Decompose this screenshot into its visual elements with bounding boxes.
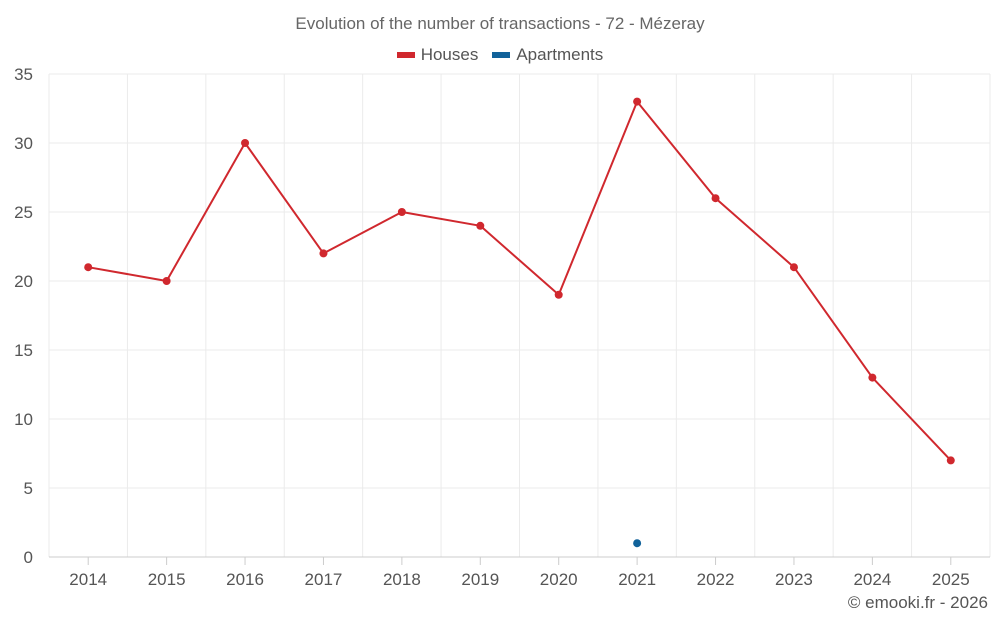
legend-label-apartments: Apartments [516,45,604,64]
x-tick-label: 2024 [853,570,891,589]
x-tick-label: 2020 [540,570,578,589]
data-point-houses[interactable] [241,139,250,147]
y-tick-label: 5 [24,479,33,498]
y-tick-label: 0 [24,548,33,567]
data-point-houses[interactable] [868,373,877,382]
legend-swatch-apartments [492,52,511,58]
data-point-houses[interactable] [319,249,328,258]
x-tick-label: 2023 [775,570,813,589]
chart-title: Evolution of the number of transactions … [295,14,705,33]
y-tick-label: 25 [14,203,33,222]
series-line-houses [88,100,952,462]
data-point-houses[interactable] [789,263,798,272]
x-tick-label: 2017 [305,570,343,589]
data-point-houses[interactable] [554,290,563,299]
data-point-houses[interactable] [476,221,485,230]
x-tick-label: 2019 [461,570,499,589]
data-point-houses[interactable] [946,456,955,465]
x-tick-label: 2018 [383,570,421,589]
x-tick-label: 2022 [697,570,735,589]
y-tick-label: 10 [14,410,33,429]
y-tick-label: 35 [14,65,33,84]
chart-legend: Houses Apartments [0,45,1000,65]
data-point-houses[interactable] [162,277,171,285]
y-tick-label: 20 [14,272,33,291]
data-point-apartments[interactable] [633,539,642,548]
data-point-houses[interactable] [84,263,93,272]
x-tick-label: 2021 [618,570,656,589]
legend-swatch-houses [396,52,415,58]
x-tick-label: 2016 [226,570,264,589]
legend-label-houses: Houses [420,45,479,64]
x-tick-label: 2025 [932,570,970,589]
data-point-houses[interactable] [397,208,406,216]
x-tick-label: 2014 [69,570,107,589]
data-point-houses[interactable] [633,97,642,106]
data-point-houses[interactable] [711,194,720,203]
y-tick-label: 30 [14,134,33,153]
legend-item-houses[interactable]: Houses [396,45,479,65]
credit-text: © emooki.fr - 2026 [847,593,988,612]
y-tick-label: 15 [14,341,33,360]
x-tick-label: 2015 [148,570,186,589]
legend-item-apartments[interactable]: Apartments [492,45,603,65]
